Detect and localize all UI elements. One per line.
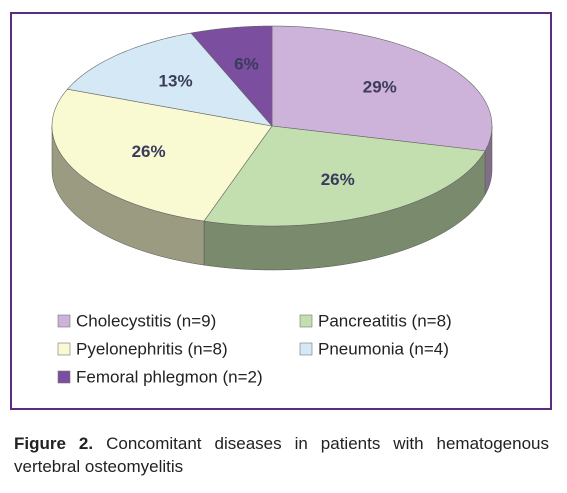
legend-label: Cholecystitis (n=9) <box>76 311 216 330</box>
caption: Figure 2. Concomitant diseases in patien… <box>14 432 549 478</box>
caption-text: Concomitant diseases in patients with he… <box>14 434 549 476</box>
chart-frame <box>10 12 552 410</box>
data-label: 6% <box>234 55 259 74</box>
data-label: 26% <box>321 170 355 189</box>
data-label: 29% <box>363 77 397 96</box>
caption-label: Figure 2. <box>14 434 94 453</box>
legend-label: Pneumonia (n=4) <box>318 339 449 358</box>
legend-swatch <box>57 370 71 384</box>
legend-swatch <box>57 342 71 356</box>
legend-swatch <box>299 314 313 328</box>
slice <box>203 125 486 227</box>
legend-label: Femoral phlegmon (n=2) <box>76 367 263 386</box>
data-label: 13% <box>159 72 193 91</box>
slice <box>66 32 273 127</box>
legend-swatch <box>57 314 71 328</box>
data-label: 26% <box>132 142 166 161</box>
chart: 29% 26% 26% 13% 6% Cholecystitis (n=9) Pancrea… <box>51 25 493 386</box>
legend-label: Pyelonephritis (n=8) <box>76 339 228 358</box>
slice <box>51 88 273 222</box>
slice <box>271 25 493 152</box>
legend-swatch <box>299 342 313 356</box>
slice <box>190 25 273 127</box>
legend-label: Pancreatitis (n=8) <box>318 311 452 330</box>
